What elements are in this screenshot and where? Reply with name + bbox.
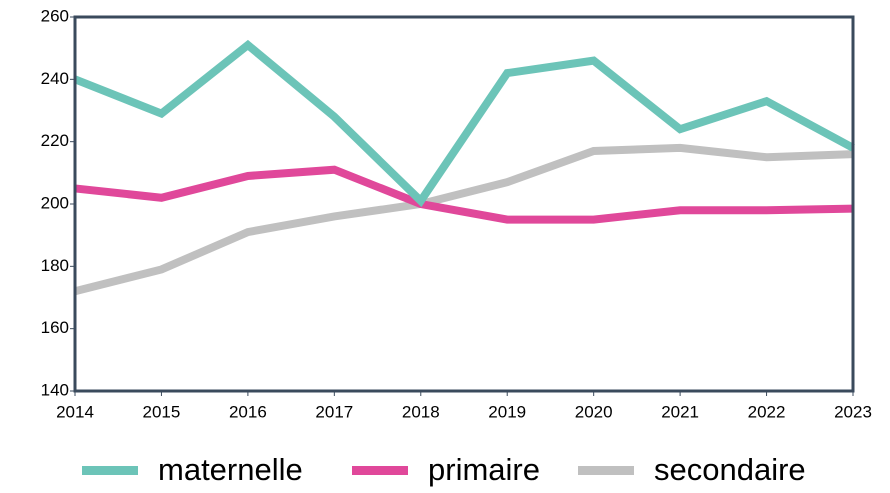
y-tick-label: 220 (41, 131, 69, 150)
y-tick-label: 240 (41, 69, 69, 88)
x-tick-label: 2014 (56, 402, 94, 421)
y-tick-label: 140 (41, 380, 69, 399)
x-tick-label: 2017 (315, 402, 353, 421)
y-tick-label: 260 (41, 6, 69, 25)
legend-swatch (578, 466, 634, 475)
x-tick-label: 2016 (229, 402, 267, 421)
x-tick-label: 2022 (748, 402, 786, 421)
x-tick-label: 2021 (661, 402, 699, 421)
legend-label: primaire (428, 452, 540, 487)
series-line (74, 143, 854, 296)
series-line (74, 165, 854, 224)
y-tick-label: 200 (41, 193, 69, 212)
plot-border (73, 15, 855, 393)
x-tick-label: 2015 (143, 402, 181, 421)
legend-swatch (82, 466, 138, 475)
x-tick-label: 2019 (488, 402, 526, 421)
legend-swatch (352, 466, 408, 475)
legend-label: secondaire (654, 452, 806, 487)
x-tick-label: 2023 (834, 402, 872, 421)
y-tick-label: 180 (41, 256, 69, 275)
legend-label: maternelle (158, 452, 303, 487)
series-line (73, 39, 855, 208)
x-tick-label: 2020 (575, 402, 613, 421)
y-tick-label: 160 (41, 318, 69, 337)
x-tick-label: 2018 (402, 402, 440, 421)
